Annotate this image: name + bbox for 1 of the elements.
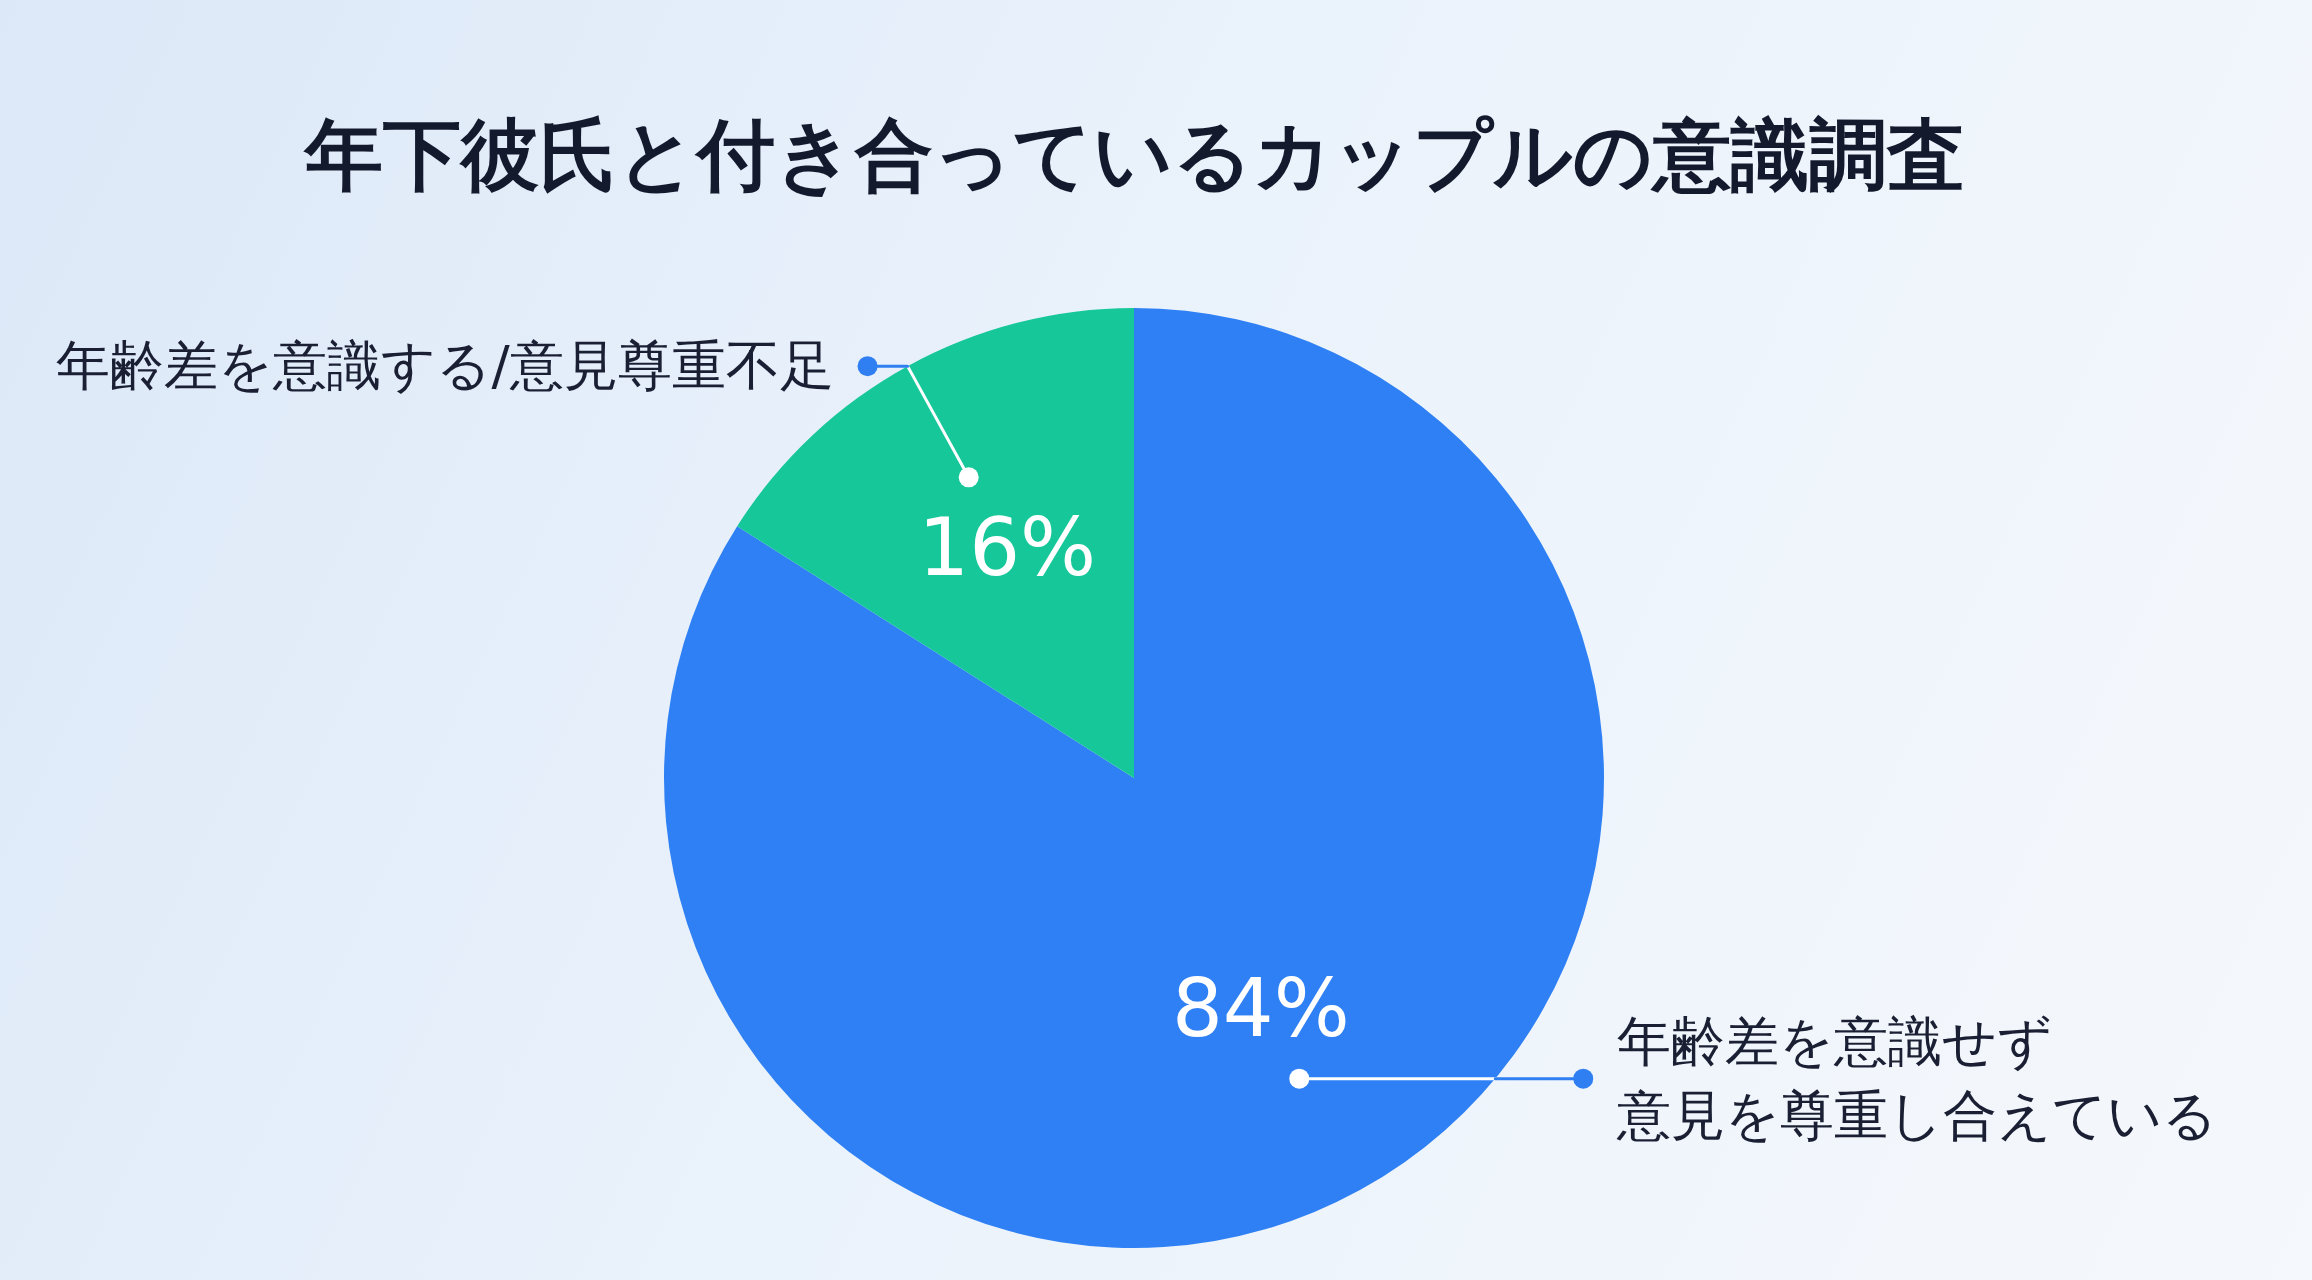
title: 年下彼氏と付き合っているカップルの意識調査 (305, 110, 1965, 200)
